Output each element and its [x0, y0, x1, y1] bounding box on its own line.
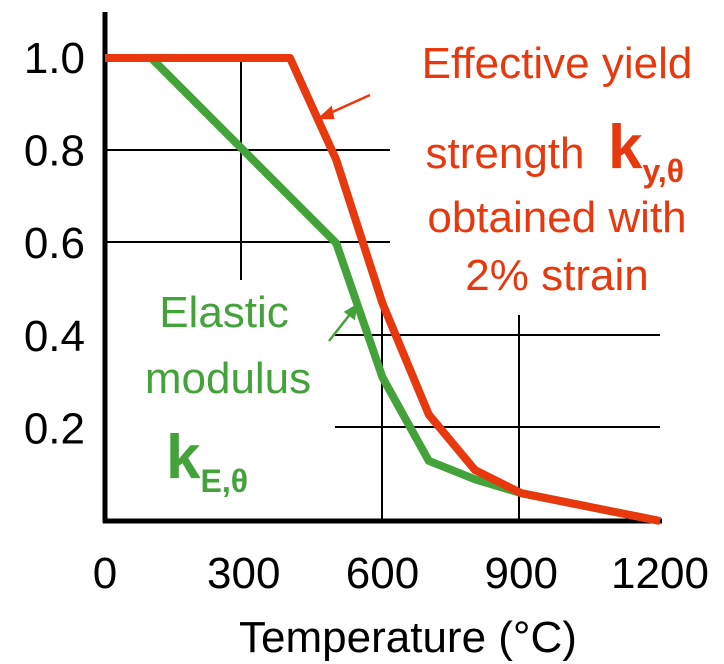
x-tick-label: 1200	[611, 549, 709, 598]
grid-lines	[105, 58, 660, 520]
red-annotation-line-4: 2% strain	[465, 251, 648, 300]
green-annotation-line-1: Elastic	[159, 288, 289, 337]
series-line-yield-strength	[105, 54, 661, 525]
red-symbol: ky,θ	[608, 113, 684, 189]
y-tick-label: 0.8	[24, 127, 85, 176]
red-annotation-strength: strength	[426, 129, 585, 178]
x-tick-label: 0	[93, 549, 117, 598]
y-tick-label: 1.0	[24, 34, 85, 83]
red-symbol-subscript: y,θ	[642, 153, 684, 189]
red-annotation-line-1: Effective yield	[422, 39, 693, 88]
green-annotation-line-2: modulus	[145, 354, 311, 403]
x-tick-label: 300	[207, 549, 280, 598]
x-tick-label: 600	[346, 549, 419, 598]
red-symbol-k: k	[608, 113, 643, 182]
green-symbol-k: k	[166, 423, 201, 492]
green-symbol: kE,θ	[166, 423, 248, 499]
series-group	[105, 54, 661, 525]
green-annotation-arrow	[328, 303, 358, 342]
x-tick-label: 900	[485, 549, 558, 598]
green-symbol-subscript: E,θ	[200, 463, 248, 499]
red-annotation-line-3: obtained with	[427, 193, 686, 242]
y-tick-label: 0.6	[24, 219, 85, 268]
red-annotation-arrow	[316, 93, 371, 120]
red-annotation-line-2: strength	[426, 129, 585, 178]
y-tick-label: 0.2	[24, 404, 85, 453]
x-axis-title: Temperature (°C)	[239, 613, 577, 662]
tick-labels: 0 300 600 900 1200 1.0 0.8 0.6 0.4 0.2	[24, 34, 709, 598]
y-tick-label: 0.4	[24, 312, 85, 361]
